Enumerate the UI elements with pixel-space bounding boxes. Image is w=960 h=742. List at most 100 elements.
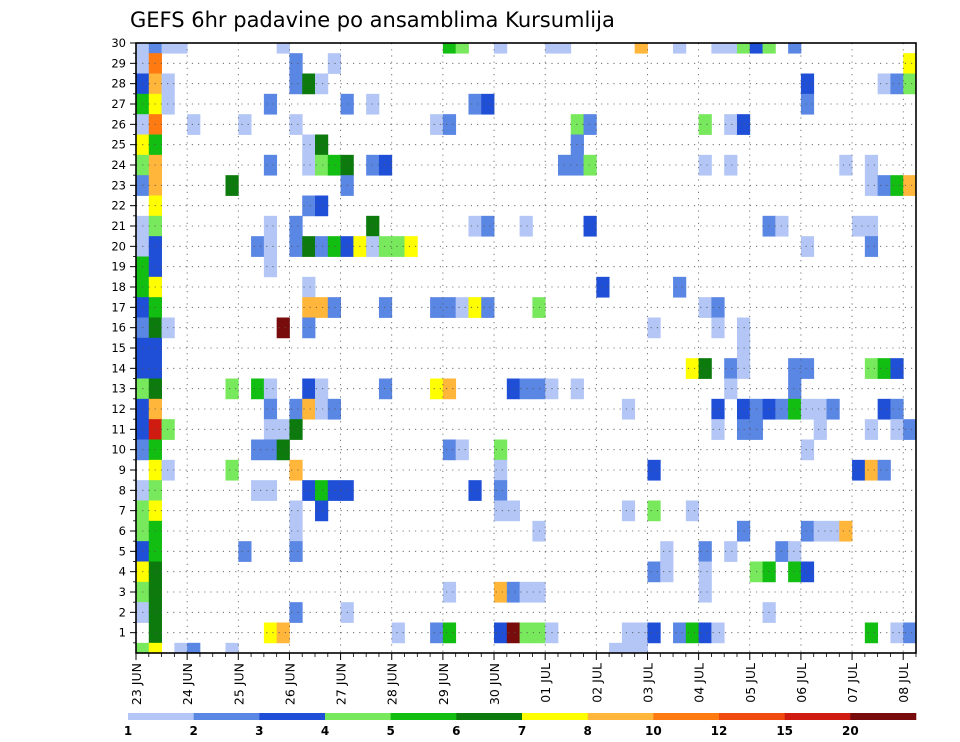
heatmap-cell — [251, 236, 265, 257]
legend-label: 4 — [321, 724, 329, 738]
heatmap-cell — [225, 378, 239, 400]
heatmap-cell — [583, 154, 597, 176]
heatmap-cell — [315, 378, 329, 400]
heatmap-cell — [800, 236, 815, 257]
legend-label: 6 — [452, 724, 460, 738]
heatmap-cell — [263, 236, 278, 257]
heatmap-cell — [315, 134, 329, 156]
heatmap-cell — [890, 73, 904, 95]
y-tick-label: 16 — [111, 321, 126, 335]
heatmap-cell — [225, 175, 239, 196]
x-tick-label: 01 JUL — [538, 663, 553, 703]
heatmap-cell — [903, 73, 917, 95]
heatmap-cell — [736, 419, 751, 440]
heatmap-cell — [315, 480, 329, 501]
heatmap-cell — [634, 642, 648, 654]
x-tick-label: 08 JUL — [896, 663, 911, 703]
legend-label: 2 — [189, 724, 197, 738]
heatmap-cell — [289, 215, 303, 237]
y-tick-label: 20 — [111, 239, 126, 253]
heatmap-cell — [327, 297, 341, 318]
x-tick-label: 04 JUL — [692, 663, 707, 703]
y-tick-label: 11 — [111, 422, 126, 436]
heatmap-cell — [877, 73, 891, 95]
y-tick-label: 13 — [111, 382, 126, 396]
heatmap-cell — [289, 236, 303, 257]
heatmap-cell — [315, 73, 329, 95]
heatmap-cell — [148, 642, 162, 654]
y-tick-label: 23 — [111, 178, 126, 192]
heatmap-cell — [494, 480, 508, 501]
heatmap-cell — [903, 175, 917, 196]
heatmap-cell — [532, 378, 546, 400]
heatmap-cell — [481, 297, 495, 318]
y-tick-label: 30 — [111, 36, 126, 50]
y-tick-label: 3 — [119, 585, 126, 599]
heatmap-cell — [302, 236, 316, 257]
y-tick-label: 4 — [119, 565, 126, 579]
heatmap-cell — [711, 398, 725, 420]
legend-label: 20 — [842, 724, 859, 738]
legend-color-swatch — [522, 713, 588, 720]
heatmap-cell — [289, 541, 303, 562]
heatmap-cell — [442, 622, 457, 644]
heatmap-cell — [724, 114, 738, 135]
heatmap-cell — [519, 581, 533, 603]
heatmap-cell — [276, 43, 290, 54]
legend-color-swatch — [784, 713, 851, 720]
heatmap-cell — [430, 378, 444, 400]
heatmap-cell — [711, 419, 725, 440]
legend-label: 1 — [124, 724, 132, 738]
heatmap-cell — [302, 195, 316, 217]
grid-lines — [135, 42, 916, 653]
heatmap-cell — [698, 297, 712, 318]
x-tick-label: 03 JUL — [640, 663, 655, 703]
x-axis: 23 JUN 24 JUN 25 JUN 26 JUN 27 JUN 28 JUN 29 J… — [129, 653, 917, 705]
heatmap-cell — [289, 73, 303, 95]
heatmap-cell — [890, 622, 904, 644]
heatmap-cell — [263, 154, 278, 176]
heatmap-cell — [736, 520, 751, 542]
x-tick-label: 28 JUN — [385, 663, 400, 705]
heatmap-cell — [711, 297, 725, 318]
heatmap-cell — [519, 622, 533, 644]
heatmap-cell — [289, 419, 303, 440]
heatmap-cell — [442, 297, 457, 318]
heatmap-cell — [430, 622, 444, 644]
heatmap-cell — [225, 642, 239, 654]
heatmap-cell — [839, 154, 853, 176]
heatmap-cell — [788, 378, 802, 400]
heatmap-cell — [263, 480, 278, 501]
x-tick-label: 06 JUL — [794, 663, 809, 703]
heatmap-cell — [813, 520, 827, 542]
heatmap-cell — [263, 256, 278, 278]
heatmap-cell — [263, 439, 278, 461]
y-tick-label: 26 — [111, 117, 126, 131]
heatmap-cell — [263, 398, 278, 420]
heatmap-cell — [455, 297, 469, 318]
heatmap-cell — [251, 378, 265, 400]
y-tick-label: 12 — [111, 402, 126, 416]
legend-label: 5 — [386, 724, 394, 738]
heatmap-cell — [276, 317, 290, 339]
legend-color-swatch — [390, 713, 457, 720]
heatmap-cell — [877, 459, 891, 481]
y-tick-label: 14 — [111, 361, 126, 375]
heatmap-cell — [289, 500, 303, 522]
heatmap-cell — [749, 43, 763, 54]
heatmap-cell — [864, 419, 879, 440]
heatmap-cell — [481, 93, 495, 115]
heatmap-cell — [877, 398, 891, 420]
heatmap-cell — [788, 561, 802, 583]
heatmap-cell — [225, 459, 239, 481]
heatmap-cell — [724, 43, 738, 54]
color-legend: 1 2 3 4 5 6 7 8 10 12 15 20 — [124, 713, 917, 738]
heatmap-cell — [494, 459, 508, 481]
heatmap-cell — [302, 317, 316, 339]
heatmap-cell — [877, 358, 891, 379]
heatmap-cell — [494, 581, 508, 603]
heatmap-cell — [289, 114, 303, 135]
legend-color-swatch — [587, 713, 654, 720]
heatmap-cell — [263, 93, 278, 115]
